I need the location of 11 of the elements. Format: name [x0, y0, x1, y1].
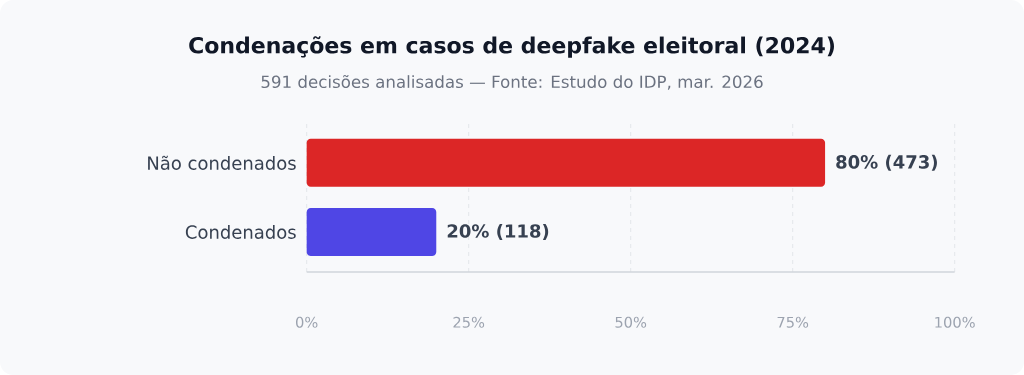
chart-title: Condenações em casos de deepfake eleitoral (2024)	[189, 36, 835, 58]
x-tick-label: 50%	[615, 316, 647, 328]
chart-subtitle: 591 decisões analisadas — Fonte: Estudo do IDP, mar. 2026	[261, 74, 763, 90]
data-label: 20% (118)	[447, 223, 549, 240]
x-tick-label: 25%	[453, 316, 485, 328]
y-tick-label: Não condenados	[148, 155, 296, 170]
y-tick-label: Condenados	[185, 224, 296, 239]
x-tick-label: 75%	[777, 316, 809, 328]
x-tick-label: 100%	[935, 316, 975, 328]
x-tick-label: 0%	[296, 316, 318, 328]
data-label: 80% (473)	[836, 154, 937, 171]
